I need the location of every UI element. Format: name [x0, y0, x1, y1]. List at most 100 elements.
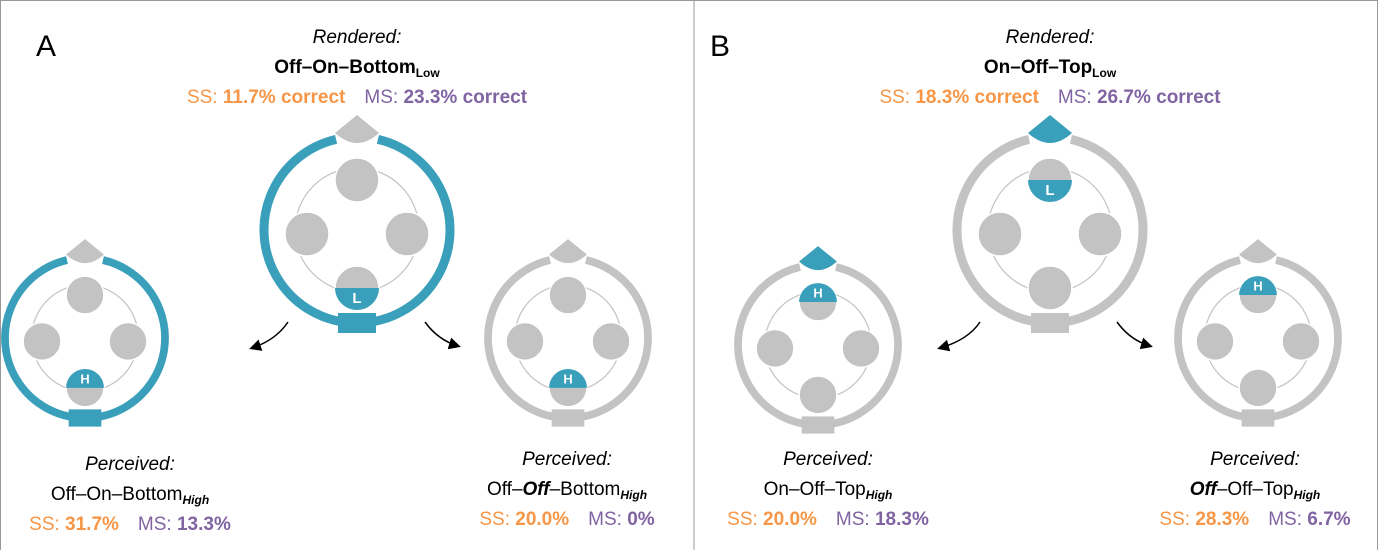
node: [1195, 321, 1235, 362]
node-label: H: [563, 371, 572, 386]
name-part: On–Off–Top: [983, 57, 1093, 78]
panel-label: B: [710, 30, 731, 63]
name-part: On–Off–Top: [763, 479, 866, 500]
node: [1281, 321, 1321, 362]
name-part: –Bottom: [549, 479, 621, 500]
ss-label: SS:: [1159, 509, 1191, 530]
caption-heading: Rendered:: [312, 27, 402, 48]
caption: Perceived: Off–Off–TopHigh SS: 28.3% MS: 6…: [1035, 445, 1378, 535]
node: [1077, 211, 1123, 257]
ms-value: 13.3%: [176, 514, 231, 535]
node: [798, 375, 838, 415]
ms-value: 23.3% correct: [403, 87, 528, 108]
base: [68, 409, 102, 427]
name-subscript: Low: [1092, 66, 1117, 80]
ss-value: 28.3%: [1195, 509, 1250, 530]
arrow: [1116, 321, 1153, 350]
caption-heading: Perceived:: [522, 449, 612, 470]
node: [548, 275, 588, 315]
caption: Perceived: Off–On–BottomHigh SS: 31.7% MS:…: [0, 450, 350, 540]
name-part: –Off–Top: [1216, 479, 1294, 500]
wedge: [66, 239, 104, 264]
node-half: [1239, 276, 1277, 295]
node: [977, 211, 1023, 257]
name-part: Off: [522, 479, 550, 500]
ms-value: 6.7%: [1307, 509, 1351, 530]
stats: SS: 31.7% MS: 13.3%: [0, 510, 350, 540]
node: [1027, 265, 1073, 311]
condition-name: On–Off–TopLow: [830, 53, 1270, 83]
node: [22, 321, 62, 362]
ss-label: SS:: [29, 514, 60, 535]
node-label: H: [1253, 278, 1262, 293]
stats: SS: 20.0% MS: 0%: [347, 505, 787, 535]
wedge: [549, 239, 587, 264]
ss-value: 18.3% correct: [915, 87, 1039, 108]
condition-name: Off–On–BottomHigh: [0, 480, 350, 510]
panel-label: A: [36, 30, 57, 63]
condition-name: On–Off–TopHigh: [608, 475, 1048, 505]
node-half: [335, 288, 379, 310]
name-part: Off: [1189, 479, 1217, 500]
ss-label: SS:: [727, 509, 758, 530]
caption-heading: Perceived:: [1210, 449, 1300, 470]
ms-value: 18.3%: [874, 509, 929, 530]
node-half: [66, 368, 104, 388]
ms-label: MS:: [1268, 509, 1302, 530]
ss-value: 20.0%: [515, 509, 570, 530]
name-subscript: High: [865, 488, 893, 502]
node: [65, 275, 105, 315]
caption: Rendered: On–Off–TopLow SS: 18.3% correct …: [830, 23, 1270, 113]
wedge: [799, 246, 837, 271]
node: [384, 211, 430, 257]
arrow: [249, 321, 289, 351]
ss-value: 20.0%: [763, 509, 817, 530]
ss-value: 11.7% correct: [222, 87, 346, 108]
node: [334, 157, 380, 203]
stats: SS: 20.0% MS: 18.3%: [608, 505, 1048, 535]
ms-label: MS:: [588, 509, 622, 530]
stats: SS: 18.3% correct MS: 26.7% correct: [830, 83, 1270, 113]
caption-heading: Rendered:: [1005, 27, 1095, 48]
stats: SS: 28.3% MS: 6.7%: [1035, 505, 1378, 535]
ss-label: SS:: [186, 87, 218, 108]
ms-label: MS:: [364, 87, 399, 108]
base: [801, 416, 835, 434]
caption-heading: Perceived:: [783, 449, 873, 470]
ss-label: SS:: [479, 509, 510, 530]
condition-name: Off–Off–BottomHigh: [347, 475, 787, 505]
wedge: [1239, 239, 1277, 264]
caption-heading: Perceived:: [85, 454, 175, 475]
base: [338, 313, 376, 333]
node: [841, 328, 881, 369]
base: [551, 409, 585, 427]
node: [505, 321, 545, 362]
node-half: [549, 368, 587, 388]
node: [108, 321, 148, 362]
base: [1241, 409, 1275, 427]
name-subscript: High: [620, 488, 648, 502]
node-half: [1028, 180, 1072, 202]
condition-name: Off–On–BottomLow: [137, 53, 577, 83]
node-label: L: [1045, 182, 1054, 199]
name-part: Off–On–Bottom: [50, 484, 183, 505]
name-subscript: Low: [415, 66, 440, 80]
condition-name: Off–Off–TopHigh: [1035, 475, 1378, 505]
ms-label: MS:: [1057, 87, 1092, 108]
arrow: [937, 321, 981, 352]
ms-label: MS:: [835, 509, 870, 530]
node: [591, 321, 631, 362]
stats: SS: 11.7% correct MS: 23.3% correct: [137, 83, 577, 113]
name-part: Off–On–Bottom: [274, 57, 416, 78]
node: [284, 211, 330, 257]
ms-value: 0%: [627, 509, 655, 530]
ss-value: 31.7%: [65, 514, 119, 535]
wedge: [335, 115, 379, 143]
caption: Perceived: Off–Off–BottomHigh SS: 20.0% MS…: [347, 445, 787, 535]
name-subscript: High: [1293, 488, 1321, 502]
caption: Rendered: Off–On–BottomLow SS: 11.7% corre…: [137, 23, 577, 113]
name-part: Off–: [486, 479, 523, 500]
node: [1238, 368, 1278, 408]
